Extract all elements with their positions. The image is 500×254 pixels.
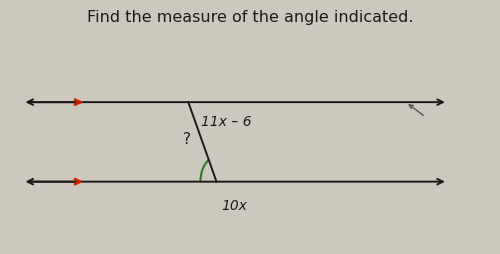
Text: 10x: 10x <box>222 199 248 213</box>
Text: ?: ? <box>183 132 191 147</box>
Text: 11x – 6: 11x – 6 <box>200 115 252 129</box>
Text: Find the measure of the angle indicated.: Find the measure of the angle indicated. <box>87 10 413 25</box>
